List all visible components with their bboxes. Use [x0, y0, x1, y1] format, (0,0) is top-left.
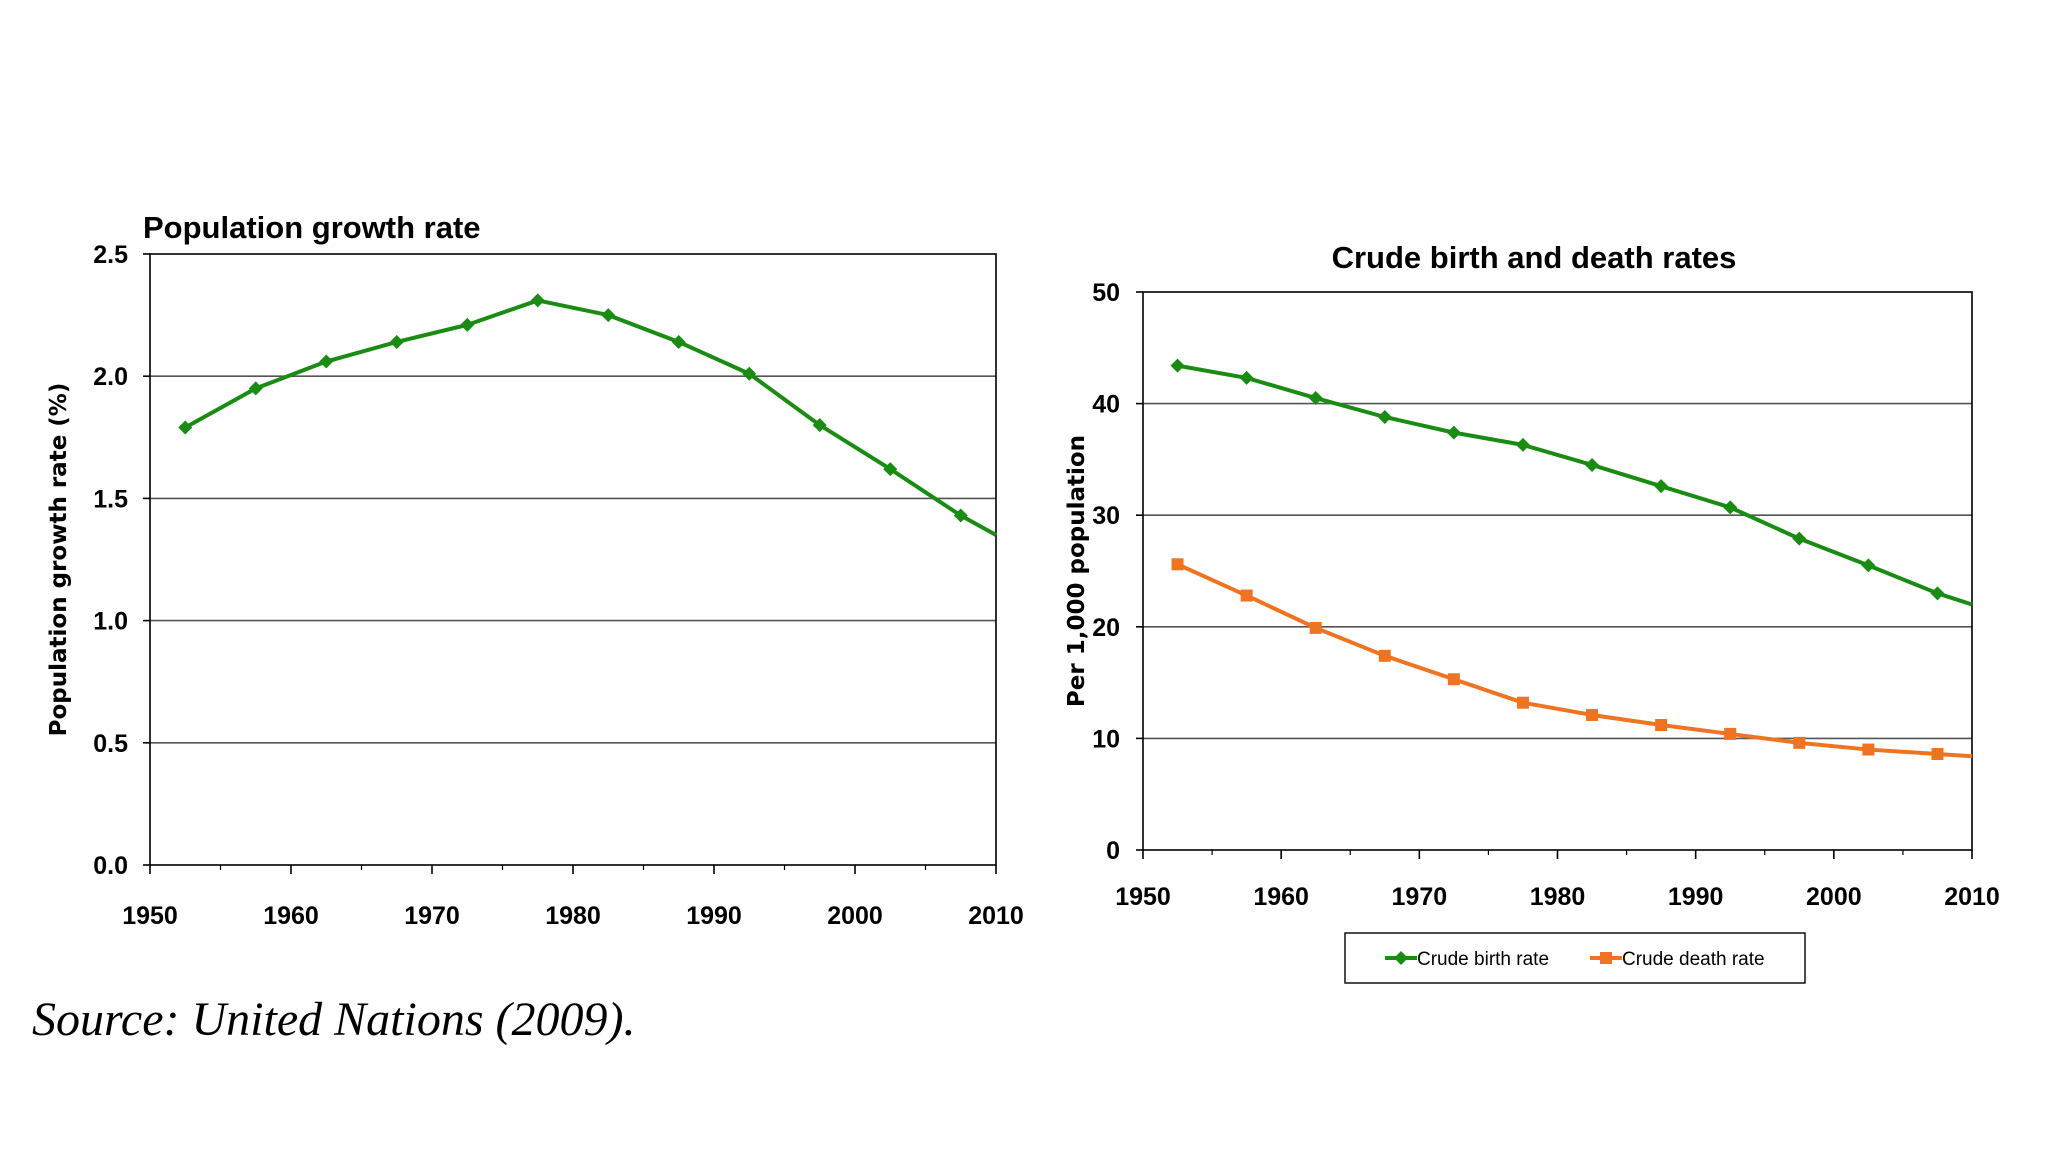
- chart-title: Crude birth and death rates: [1332, 240, 1737, 275]
- data-point: [1308, 391, 1323, 406]
- data-point: [1309, 621, 1322, 634]
- plot-area: [149, 253, 997, 866]
- y-tick-label: 1.5: [93, 485, 128, 513]
- data-point: [1447, 673, 1460, 686]
- source-note: Source: United Nations (2009).: [32, 993, 636, 1046]
- data-point: [1170, 358, 1185, 373]
- data-point: [460, 317, 475, 332]
- birth-death-chart: Crude birth and death rates 0 10 20 30 40 50 19…: [1064, 240, 2000, 984]
- data-point: [1515, 437, 1530, 452]
- data-point: [742, 366, 757, 381]
- data-point: [601, 308, 616, 323]
- data-point: [1793, 736, 1806, 749]
- x-tick-label: 1970: [1392, 883, 1448, 911]
- data-point: [1655, 719, 1668, 732]
- data-point: [1930, 586, 1945, 601]
- y-axis-title: Population growth rate (%): [46, 383, 72, 737]
- data-point: [530, 293, 545, 308]
- x-tick-label: 1990: [686, 902, 742, 930]
- x-tick-label: 1980: [1530, 883, 1586, 911]
- legend-marker: [1600, 952, 1612, 964]
- data-point: [1723, 500, 1738, 515]
- legend-label: Crude death rate: [1622, 949, 1765, 970]
- x-tick-label: 1970: [404, 902, 460, 930]
- y-tick-label: 50: [1092, 279, 1120, 307]
- x-tick-label: 1960: [263, 902, 319, 930]
- data-point: [812, 418, 827, 433]
- data-point: [883, 462, 898, 477]
- data-point: [1586, 708, 1599, 721]
- data-point: [671, 334, 686, 349]
- x-tick-label: 1960: [1253, 883, 1309, 911]
- x-tick-label: 2000: [827, 902, 883, 930]
- data-point: [389, 334, 404, 349]
- data-point: [1585, 457, 1600, 472]
- data-point: [1724, 727, 1737, 740]
- data-point: [1861, 558, 1876, 573]
- y-tick-label: 0.5: [93, 730, 128, 758]
- x-tick-label: 2010: [1944, 883, 2000, 911]
- x-tick-label: 2000: [1806, 883, 1862, 911]
- data-point: [1516, 696, 1529, 709]
- chart-title: Population growth rate: [143, 210, 481, 245]
- data-point: [953, 508, 968, 523]
- data-point: [1654, 479, 1669, 494]
- data-point: [1792, 531, 1807, 546]
- y-tick-label: 0.0: [93, 852, 128, 880]
- y-tick-label: 2.5: [93, 241, 128, 269]
- data-point: [248, 381, 263, 396]
- series-line: [1176, 562, 1973, 759]
- y-tick-label: 1.0: [93, 608, 128, 636]
- data-point: [1239, 370, 1254, 385]
- data-point: [1171, 558, 1184, 571]
- data-point: [178, 420, 193, 435]
- x-tick-label: 1980: [545, 902, 601, 930]
- data-point: [1931, 748, 1944, 761]
- y-tick-label: 20: [1092, 614, 1120, 642]
- legend-box: [1344, 932, 1806, 984]
- population-growth-chart: Population growth rate 0.0 0.5 1.0 1.5 2.0 2.5…: [46, 210, 1024, 930]
- series-line: [1177, 363, 1973, 607]
- y-tick-label: 30: [1092, 502, 1120, 530]
- plot-area: [1142, 291, 1973, 851]
- y-tick-label: 0: [1106, 837, 1120, 865]
- series-line: [184, 298, 997, 537]
- legend-marker: [1394, 951, 1408, 965]
- data-point: [1377, 409, 1392, 424]
- data-point: [1240, 589, 1253, 602]
- y-tick-label: 2.0: [93, 363, 128, 391]
- legend-label: Crude birth rate: [1417, 949, 1549, 970]
- y-tick-label: 10: [1092, 725, 1120, 753]
- legend: Crude birth rate Crude death rate: [1344, 932, 1806, 984]
- x-tick-label: 2010: [968, 902, 1024, 930]
- y-tick-label: 40: [1092, 391, 1120, 419]
- x-tick-label: 1950: [122, 902, 178, 930]
- x-tick-label: 1950: [1115, 883, 1171, 911]
- x-tick-label: 1990: [1668, 883, 1724, 911]
- data-point: [319, 354, 334, 369]
- data-point: [1862, 743, 1875, 756]
- data-point: [1378, 649, 1391, 662]
- data-point: [1446, 425, 1461, 440]
- y-axis-title: Per 1,000 population: [1064, 435, 1090, 707]
